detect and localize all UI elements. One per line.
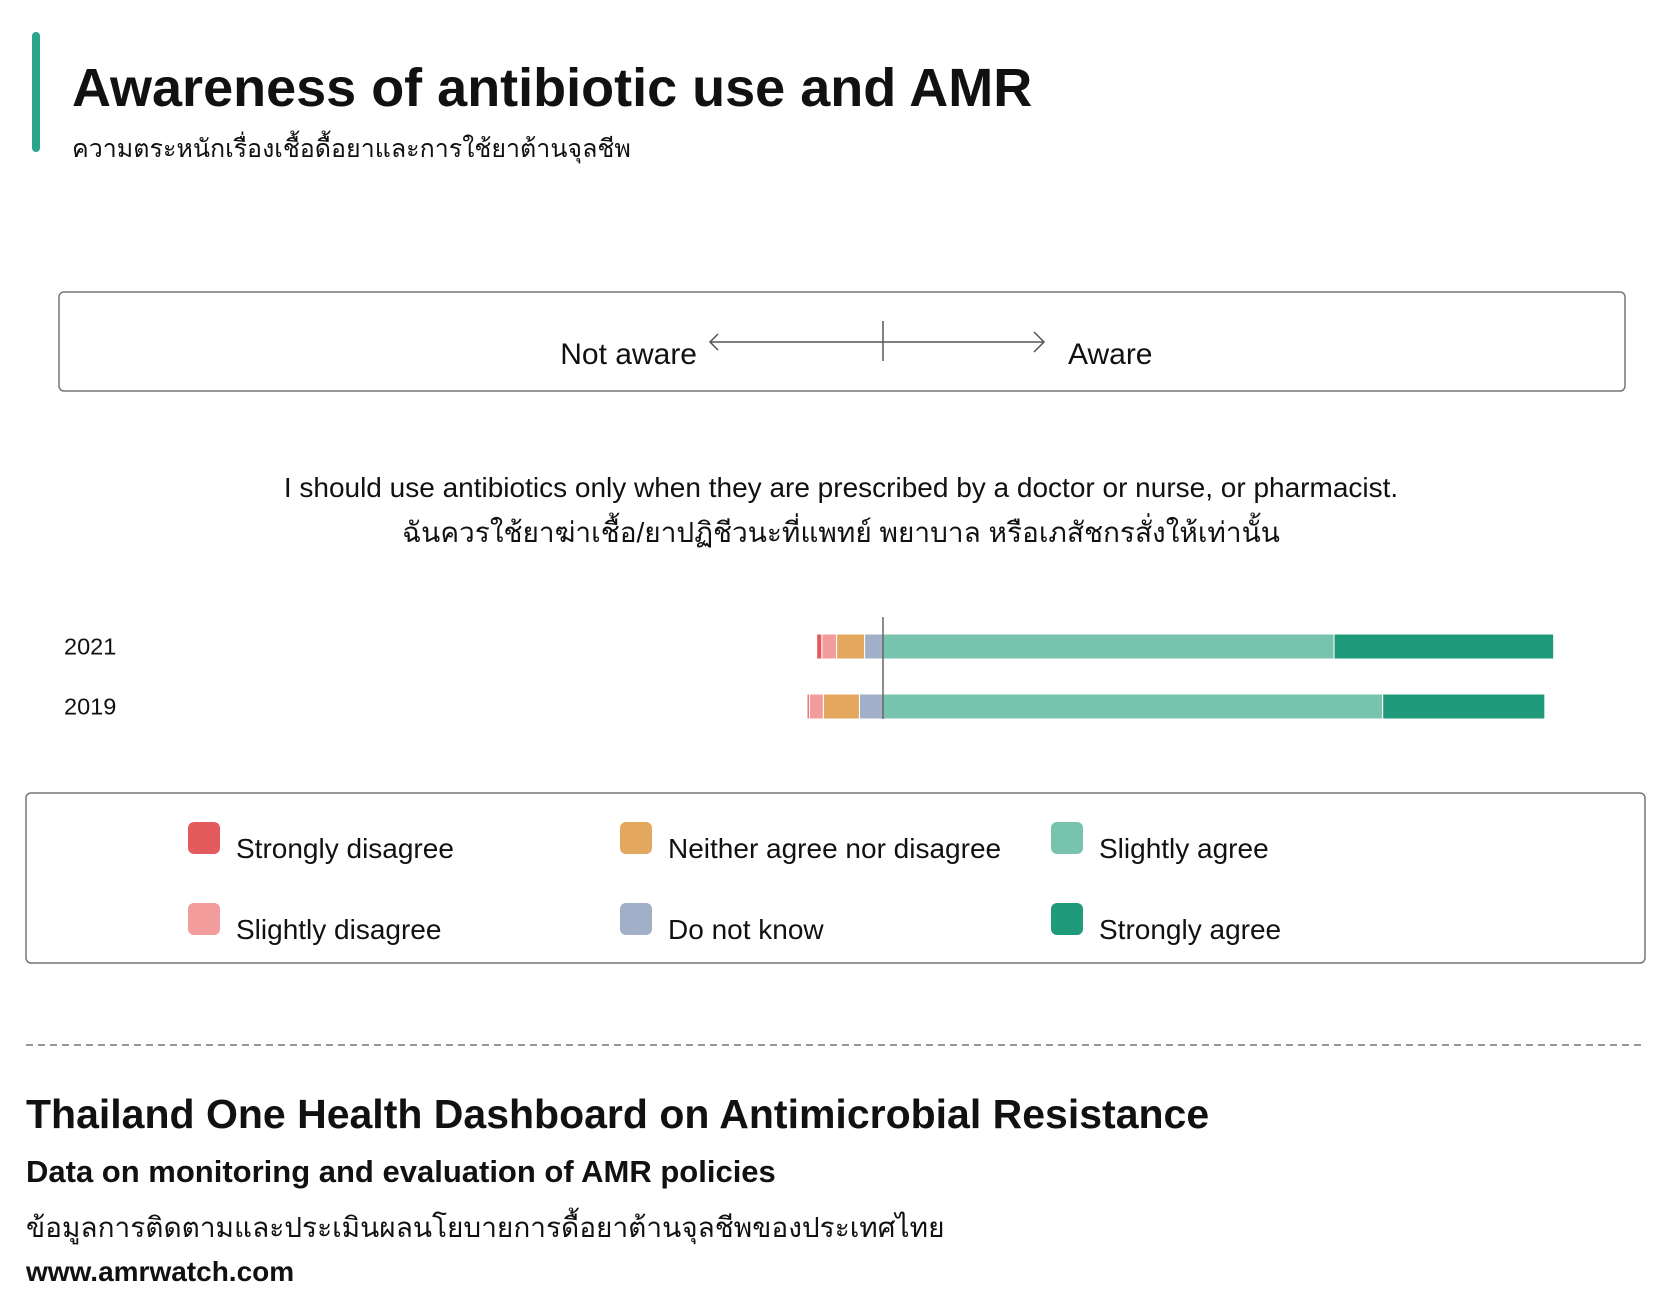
legend-label: Neither agree nor disagree: [668, 833, 1001, 864]
arrow-head-right: [1033, 331, 1046, 353]
bar-segment: [806, 693, 810, 720]
category-label: 2019: [64, 694, 116, 720]
footer-url: www.amrwatch.com: [25, 1256, 294, 1287]
bar-segment: [882, 633, 1335, 660]
legend-swatch: [620, 822, 652, 854]
legend-label: Slightly agree: [1099, 833, 1269, 864]
scale-right-label: Aware: [1068, 338, 1153, 371]
bar-segment: [822, 693, 860, 720]
scale-box: [58, 291, 1626, 392]
bar-segment: [821, 633, 838, 660]
legend-box: [25, 792, 1646, 964]
footer-title: Thailand One Health Dashboard on Antimic…: [26, 1091, 1209, 1137]
title-accent: [32, 32, 40, 152]
legend-swatch: [620, 903, 652, 935]
bar-segment: [808, 693, 824, 720]
legend-label: Slightly disagree: [236, 914, 441, 945]
bar-segment: [1333, 633, 1555, 660]
bar-segment: [816, 633, 823, 660]
legend-swatch: [1051, 903, 1083, 935]
legend-swatch: [1051, 822, 1083, 854]
bar-segment: [1382, 693, 1546, 720]
bar-segment: [836, 633, 866, 660]
question-en: I should use antibiotics only when they …: [284, 472, 1398, 503]
arrow-head-left: [708, 333, 719, 351]
legend-label: Strongly agree: [1099, 914, 1281, 945]
chart-subtitle: ความตระหนักเรื่องเชื้อดื้อยาและการใช้ยาต…: [72, 130, 631, 164]
legend-swatch: [188, 903, 220, 935]
bar-segment: [882, 693, 1384, 720]
bar-segment: [864, 633, 884, 660]
footer-thai: ข้อมูลการติดตามและประเมินผลนโยบายการดื้อ…: [26, 1207, 944, 1245]
question-th: ฉันควรใช้ยาฆ่าเชื้อ/ยาปฏิชีวนะที่แพทย์ พ…: [402, 512, 1280, 548]
bar-segment: [858, 693, 884, 720]
legend-label: Do not know: [668, 914, 824, 945]
legend-swatch: [188, 822, 220, 854]
category-label: 2021: [64, 634, 116, 660]
legend-label: Strongly disagree: [236, 833, 454, 864]
footer-subtitle: Data on monitoring and evaluation of AMR…: [26, 1154, 776, 1189]
chart-title: Awareness of antibiotic use and AMR: [72, 58, 1032, 118]
scale-left-label: Not aware: [560, 338, 697, 371]
